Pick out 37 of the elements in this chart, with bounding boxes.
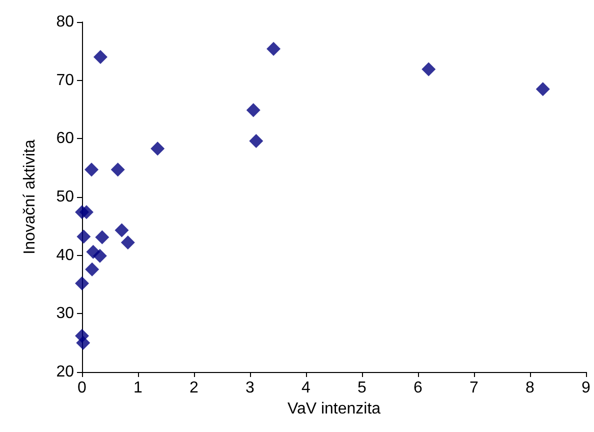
x-tick-label: 3 — [246, 380, 255, 396]
point — [114, 223, 129, 238]
x-tick-label: 7 — [470, 380, 479, 396]
point — [422, 62, 436, 76]
x-tick-label: 5 — [358, 380, 367, 396]
x-tick-label: 6 — [414, 380, 423, 396]
point — [93, 50, 108, 64]
y-tick-label: 50 — [56, 188, 74, 206]
point — [110, 162, 125, 177]
point — [79, 205, 94, 220]
x-tick-label: 9 — [582, 380, 591, 396]
point — [92, 248, 107, 263]
y-tick-label: 80 — [56, 14, 74, 30]
y-tick-label: 40 — [56, 246, 74, 264]
x-tick-label: 4 — [302, 380, 311, 396]
x-axis-title: VaV intenzita — [287, 400, 381, 418]
x-tick-label: 8 — [526, 380, 535, 396]
point — [266, 42, 281, 56]
y-tick-label: 20 — [56, 364, 74, 380]
x-tick-label: 1 — [134, 380, 143, 396]
point — [76, 336, 90, 350]
x-tick-label: 2 — [190, 380, 199, 396]
point — [120, 236, 135, 250]
point — [95, 230, 110, 244]
point — [249, 134, 264, 148]
point — [150, 142, 165, 156]
point — [246, 103, 260, 118]
x-tick-label: 0 — [78, 380, 87, 396]
point — [76, 230, 91, 244]
point — [85, 262, 100, 276]
y-tick-label: 60 — [56, 130, 74, 148]
y-axis-title: Inovační aktivita — [22, 140, 38, 254]
point — [536, 82, 550, 96]
point — [84, 162, 99, 177]
point — [75, 276, 89, 290]
y-tick-label: 30 — [56, 305, 74, 322]
y-tick-label: 70 — [56, 72, 74, 89]
